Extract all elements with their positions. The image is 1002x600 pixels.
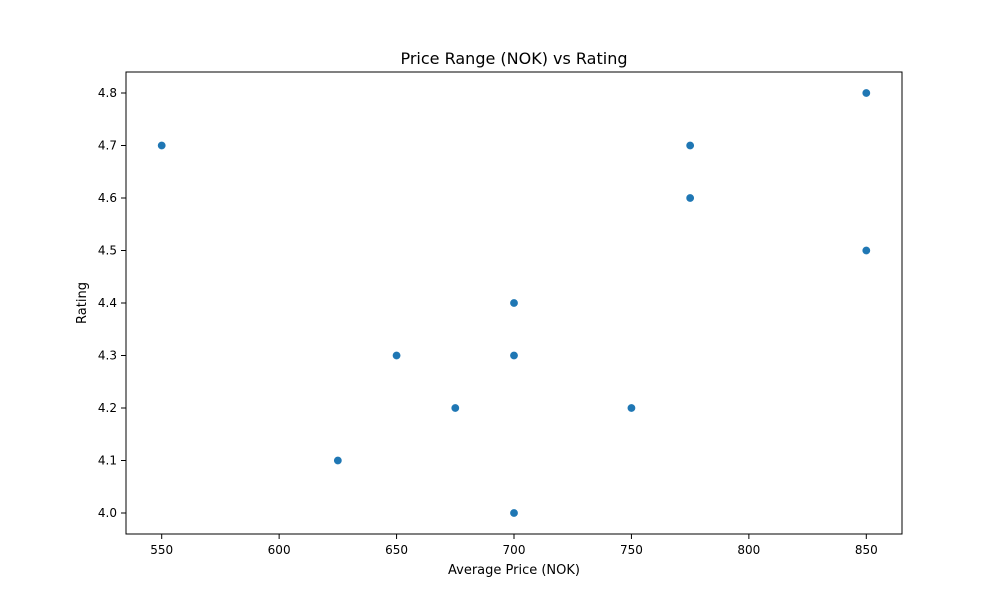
data-point: [451, 404, 460, 412]
data-point: [510, 299, 518, 307]
y-tick-label: 4.1: [98, 454, 117, 468]
x-tick-label: 600: [268, 543, 291, 557]
x-tick-label: 800: [737, 543, 760, 557]
data-point: [392, 351, 401, 360]
x-tick-label: 550: [150, 543, 173, 557]
x-tick-label: 700: [503, 543, 526, 557]
data-point: [862, 246, 871, 255]
data-point: [627, 404, 636, 412]
y-tick-label: 4.4: [98, 296, 117, 310]
data-point: [157, 141, 166, 150]
data-point: [686, 141, 695, 150]
y-axis-label: Rating: [75, 282, 90, 324]
y-tick-label: 4.0: [98, 506, 117, 520]
y-tick-label: 4.5: [98, 244, 117, 258]
y-tick-label: 4.8: [98, 86, 117, 100]
data-point: [510, 509, 518, 517]
y-tick-label: 4.3: [98, 349, 117, 363]
data-point: [333, 456, 342, 465]
data-point: [862, 89, 871, 97]
data-point: [686, 194, 695, 202]
y-tick-label: 4.7: [98, 139, 117, 153]
x-tick-label: 750: [620, 543, 643, 557]
x-tick-label: 650: [385, 543, 408, 557]
plot-area: [157, 89, 871, 517]
data-point: [510, 351, 518, 360]
y-tick-label: 4.2: [98, 401, 117, 415]
y-tick-label: 4.6: [98, 191, 117, 205]
chart-title: Price Range (NOK) vs Rating: [400, 49, 627, 68]
x-tick-label: 850: [855, 543, 878, 557]
x-axis-label: Average Price (NOK): [448, 563, 580, 578]
